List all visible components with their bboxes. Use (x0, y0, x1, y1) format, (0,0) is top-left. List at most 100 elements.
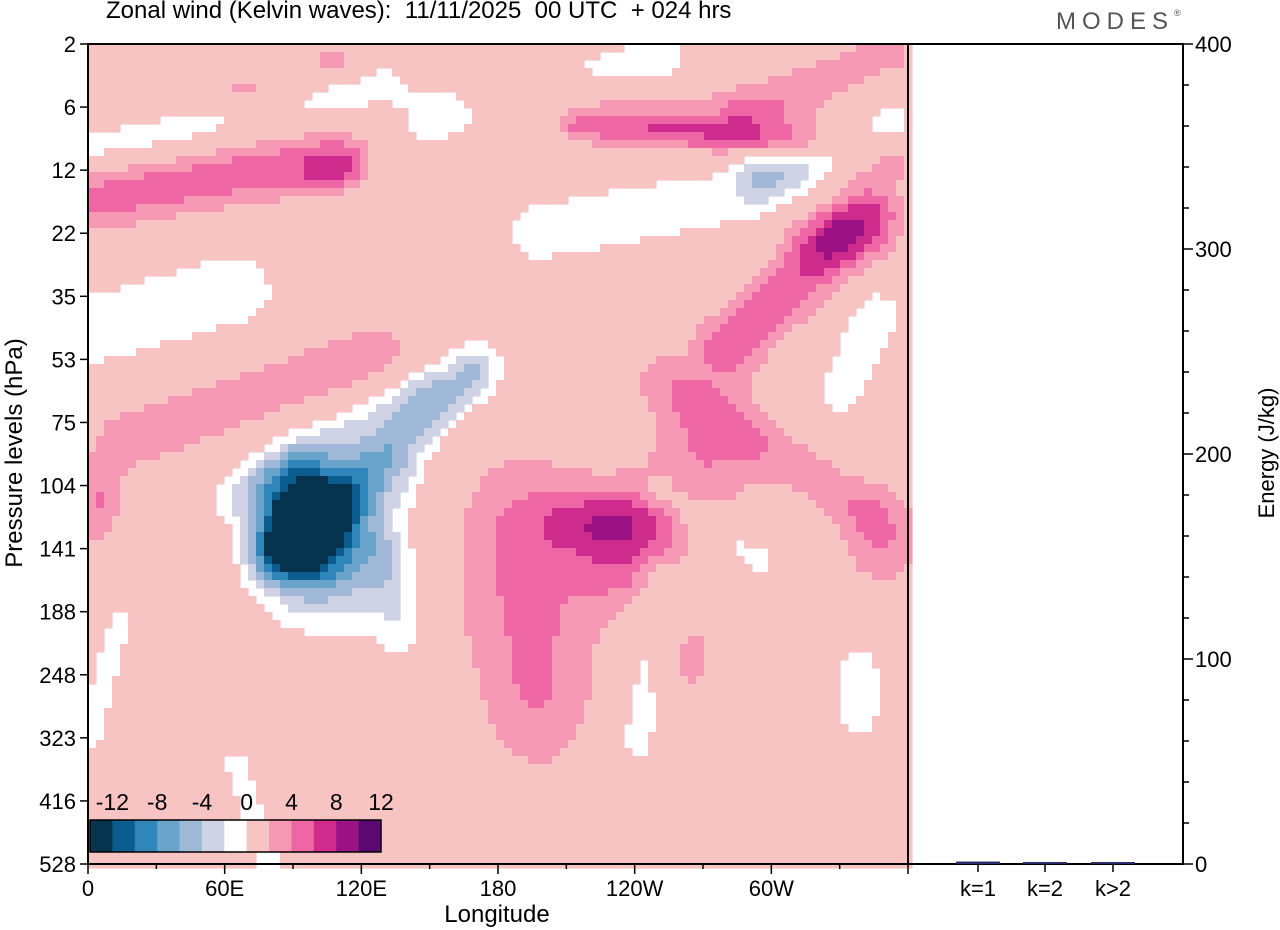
heatmap-cell (168, 228, 177, 237)
heatmap-cell (96, 196, 105, 205)
heatmap-cell (128, 92, 137, 101)
heatmap-cell (560, 436, 569, 445)
heatmap-cell (344, 452, 353, 461)
heatmap-cell (152, 404, 161, 413)
heatmap-cell (88, 436, 97, 445)
heatmap-cell (704, 364, 713, 373)
heatmap-cell (680, 340, 689, 349)
heatmap-cell (208, 396, 217, 405)
heatmap-cell (456, 308, 465, 317)
heatmap-cell (488, 148, 497, 157)
heatmap-cell (88, 364, 97, 373)
heatmap-cell (472, 212, 481, 221)
heatmap-cell (232, 436, 241, 445)
heatmap-cell (360, 372, 369, 381)
heatmap-cell (856, 164, 865, 173)
heatmap-cell (312, 324, 321, 333)
heatmap-cell (200, 412, 209, 421)
heatmap-cell (288, 308, 297, 317)
heatmap-cell (368, 188, 377, 197)
heatmap-cell (504, 60, 513, 69)
heatmap-cell (768, 316, 777, 325)
heatmap-cell (528, 380, 537, 389)
heatmap-cell (320, 196, 329, 205)
heatmap-cell (888, 148, 897, 157)
heatmap-cell (432, 60, 441, 69)
heatmap-cell (400, 428, 409, 437)
heatmap-cell (496, 76, 505, 85)
heatmap-cell (344, 108, 353, 117)
heatmap-cell (680, 156, 689, 165)
heatmap-cell (616, 284, 625, 293)
heatmap-cell (104, 260, 113, 269)
heatmap-cell (824, 468, 833, 477)
heatmap-cell (248, 164, 257, 173)
heatmap-cell (688, 284, 697, 293)
heatmap-cell (872, 268, 881, 277)
heatmap-cell (776, 164, 785, 173)
heatmap-cell (448, 156, 457, 165)
heatmap-cell (552, 164, 561, 173)
heatmap-cell (840, 204, 849, 213)
heatmap-cell (232, 236, 241, 245)
heatmap-cell (288, 332, 297, 341)
heatmap-cell (128, 484, 137, 493)
heatmap-cell (208, 220, 217, 229)
heatmap-cell (656, 84, 665, 93)
heatmap-cell (688, 244, 697, 253)
heatmap-cell (384, 236, 393, 245)
heatmap-cell (704, 108, 713, 117)
heatmap-cell (120, 244, 129, 253)
heatmap-cell (592, 340, 601, 349)
heatmap-cell (304, 68, 313, 77)
heatmap-cell (808, 380, 817, 389)
heatmap-cell (600, 444, 609, 453)
heatmap-cell (280, 444, 289, 453)
heatmap-cell (264, 140, 273, 149)
heatmap-cell (472, 460, 481, 469)
heatmap-cell (272, 468, 281, 477)
heatmap-cell (296, 212, 305, 221)
heatmap-cell (88, 468, 97, 477)
heatmap-cell (96, 108, 105, 117)
heatmap-cell (448, 196, 457, 205)
heatmap-cell (632, 108, 641, 117)
heatmap-cell (600, 172, 609, 181)
heatmap-cell (144, 484, 153, 493)
heatmap-cell (160, 156, 169, 165)
heatmap-cell (832, 124, 841, 133)
heatmap-cell (760, 332, 769, 341)
heatmap-cell (488, 340, 497, 349)
heatmap-cell (680, 68, 689, 77)
heatmap-cell (200, 148, 209, 157)
heatmap-cell (640, 76, 649, 85)
heatmap-cell (96, 244, 105, 253)
heatmap-cell (208, 180, 217, 189)
heatmap-cell (296, 164, 305, 173)
heatmap-cell (456, 468, 465, 477)
heatmap-cell (648, 236, 657, 245)
heatmap-cell (520, 268, 529, 277)
heatmap-cell (688, 260, 697, 269)
heatmap-cell (608, 172, 617, 181)
heatmap-cell (352, 436, 361, 445)
heatmap-cell (200, 340, 209, 349)
heatmap-cell (760, 300, 769, 309)
heatmap-cell (800, 204, 809, 213)
heatmap-cell (256, 188, 265, 197)
heatmap-cell (712, 428, 721, 437)
heatmap-cell (680, 364, 689, 373)
heatmap-cell (704, 156, 713, 165)
heatmap-cell (560, 84, 569, 93)
heatmap-cell (136, 244, 145, 253)
heatmap-cell (752, 132, 761, 141)
heatmap-cell (648, 108, 657, 117)
heatmap-cell (504, 44, 513, 53)
heatmap-cell (360, 260, 369, 269)
heatmap-cell (384, 372, 393, 381)
heatmap-cell (376, 484, 385, 493)
heatmap-cell (144, 380, 153, 389)
heatmap-cell (352, 252, 361, 261)
heatmap-cell (824, 196, 833, 205)
heatmap-cell (272, 180, 281, 189)
